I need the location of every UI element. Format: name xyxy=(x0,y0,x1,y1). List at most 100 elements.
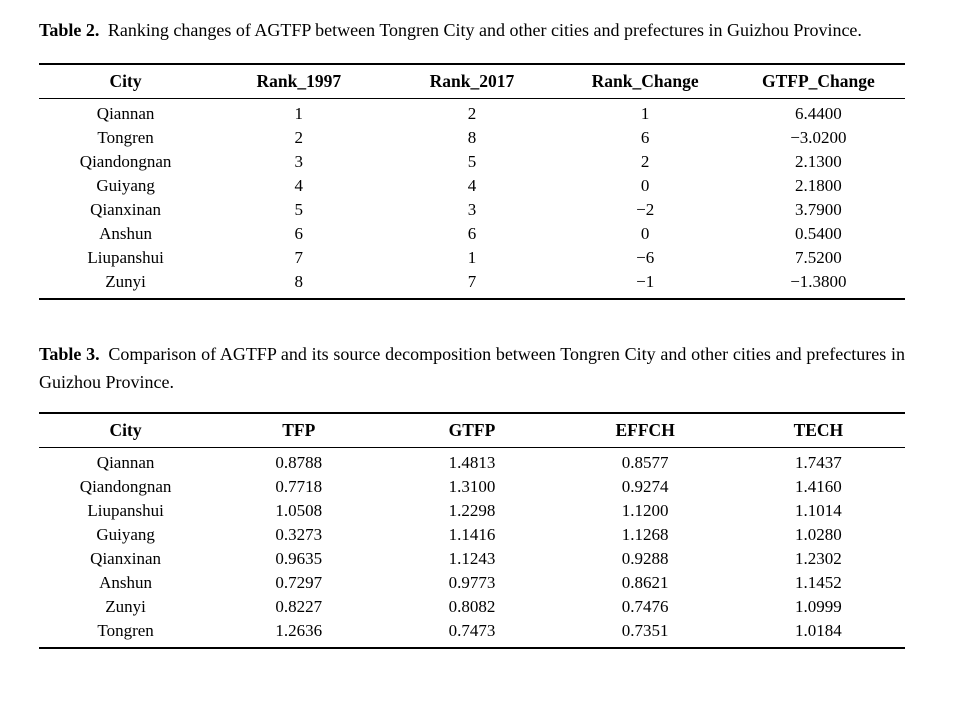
table2-caption-label: Table 2. xyxy=(39,20,100,40)
table2-column-header: Rank_2017 xyxy=(385,64,559,99)
table2-caption-text: Ranking changes of AGTFP between Tongren… xyxy=(107,20,862,40)
table2-header-row: City Rank_1997 Rank_2017 Rank_Change GTFP_Ch… xyxy=(39,64,905,99)
city-cell: Tongren xyxy=(97,128,154,147)
city-cell: Qiannan xyxy=(96,453,155,472)
city-cell: Tongren xyxy=(97,621,154,640)
city-cell: Qianxinan xyxy=(90,549,161,568)
city-cell: Qiandongnan xyxy=(79,152,172,171)
table3-column-header: City xyxy=(39,413,213,448)
table-row: Tongren 1.2636 0.7473 0.7351 1.0184 xyxy=(39,619,905,648)
table3-column-header: GTFP xyxy=(385,413,559,448)
value-cell: 4 xyxy=(294,176,304,195)
city-cell: Anshun xyxy=(99,573,153,592)
value-cell: 1.4160 xyxy=(795,477,842,496)
value-cell: −6 xyxy=(636,248,655,267)
value-cell: 0.3273 xyxy=(275,525,323,544)
value-cell: 6 xyxy=(467,224,477,243)
value-cell: 1.0184 xyxy=(795,621,842,640)
value-cell: 5 xyxy=(467,152,477,171)
value-cell: 1.1268 xyxy=(621,525,669,544)
value-cell: 2 xyxy=(294,128,304,147)
table-row: Anshun 0.7297 0.9773 0.8621 1.1452 xyxy=(39,571,905,595)
value-cell: 6 xyxy=(294,224,304,243)
city-cell: Guiyang xyxy=(96,176,155,195)
value-cell: 0.8788 xyxy=(275,453,323,472)
value-cell: 0.9288 xyxy=(621,549,669,568)
table2: City Rank_1997 Rank_2017 Rank_Change GTFP_Ch… xyxy=(39,63,905,300)
value-cell: 0.9274 xyxy=(621,477,669,496)
value-cell: 0.7351 xyxy=(621,621,669,640)
value-cell: 1 xyxy=(294,104,304,123)
value-cell: 2.1800 xyxy=(795,176,842,195)
value-cell: 1.1452 xyxy=(795,573,842,592)
value-cell: 5 xyxy=(294,200,304,219)
value-cell: 7.5200 xyxy=(795,248,842,267)
value-cell: 1.1416 xyxy=(448,525,496,544)
table3-caption: Table 3. Comparison of AGTFP and its sou… xyxy=(39,340,905,396)
value-cell: 1.0280 xyxy=(795,525,842,544)
value-cell: −1 xyxy=(636,272,655,291)
value-cell: 1.4813 xyxy=(448,453,496,472)
value-cell: 2.1300 xyxy=(795,152,842,171)
value-cell: −1.3800 xyxy=(790,272,847,291)
table2-section: Table 2. Ranking changes of AGTFP betwee… xyxy=(39,16,905,300)
table-row: Tongren 2 8 6 −3.0200 xyxy=(39,126,905,150)
city-cell: Zunyi xyxy=(105,272,146,291)
value-cell: 1.1243 xyxy=(448,549,496,568)
value-cell: 7 xyxy=(294,248,304,267)
city-cell: Liupanshui xyxy=(87,501,164,520)
value-cell: 1 xyxy=(467,248,477,267)
table-row: Anshun 6 6 0 0.5400 xyxy=(39,222,905,246)
table-row: Qiannan 0.8788 1.4813 0.8577 1.7437 xyxy=(39,448,905,476)
value-cell: 0.7297 xyxy=(275,573,323,592)
value-cell: −2 xyxy=(636,200,655,219)
value-cell: 1 xyxy=(640,104,650,123)
value-cell: 0.9773 xyxy=(448,573,496,592)
table3-header-row: City TFP GTFP EFFCH TECH xyxy=(39,413,905,448)
value-cell: 3.7900 xyxy=(795,200,842,219)
table-row: Qianxinan 0.9635 1.1243 0.9288 1.2302 xyxy=(39,547,905,571)
value-cell: 1.7437 xyxy=(795,453,842,472)
value-cell: 6.4400 xyxy=(795,104,842,123)
value-cell: 8 xyxy=(467,128,477,147)
table2-column-header: Rank_1997 xyxy=(212,64,386,99)
value-cell: 0 xyxy=(640,176,650,195)
city-cell: Liupanshui xyxy=(87,248,164,267)
value-cell: 0.9635 xyxy=(275,549,323,568)
value-cell: −3.0200 xyxy=(790,128,847,147)
table-row: Liupanshui 1.0508 1.2298 1.1200 1.1014 xyxy=(39,499,905,523)
value-cell: 0 xyxy=(640,224,650,243)
table-row: Qiandongnan 3 5 2 2.1300 xyxy=(39,150,905,174)
table3-caption-label: Table 3. xyxy=(39,344,100,364)
value-cell: 0.8621 xyxy=(621,573,669,592)
table-row: Guiyang 0.3273 1.1416 1.1268 1.0280 xyxy=(39,523,905,547)
table-row: Guiyang 4 4 0 2.1800 xyxy=(39,174,905,198)
value-cell: 1.3100 xyxy=(448,477,496,496)
table2-column-header: Rank_Change xyxy=(558,64,732,99)
value-cell: 2 xyxy=(640,152,650,171)
city-cell: Anshun xyxy=(99,224,153,243)
table2-column-header: GTFP_Change xyxy=(731,64,905,99)
value-cell: 1.2636 xyxy=(275,621,323,640)
table3-section: Table 3. Comparison of AGTFP and its sou… xyxy=(39,340,905,649)
table3: City TFP GTFP EFFCH TECH Qiannan 0.8788 1.4813… xyxy=(39,412,905,649)
value-cell: 1.0508 xyxy=(275,501,323,520)
city-cell: Qiannan xyxy=(96,104,155,123)
table2-body: Qiannan 1 2 1 6.4400 Tongren 2 8 6 −3.0200 Qiandon… xyxy=(39,99,905,300)
value-cell: 1.2302 xyxy=(795,549,842,568)
value-cell: 0.7473 xyxy=(448,621,496,640)
value-cell: 3 xyxy=(294,152,304,171)
table3-column-header: EFFCH xyxy=(558,413,732,448)
value-cell: 6 xyxy=(640,128,650,147)
value-cell: 0.8227 xyxy=(275,597,323,616)
value-cell: 1.2298 xyxy=(448,501,496,520)
table-row: Qianxinan 5 3 −2 3.7900 xyxy=(39,198,905,222)
table-row: Zunyi 8 7 −1 −1.3800 xyxy=(39,270,905,299)
value-cell: 4 xyxy=(467,176,477,195)
table3-body: Qiannan 0.8788 1.4813 0.8577 1.7437 Qiandongn… xyxy=(39,448,905,649)
table3-column-header: TECH xyxy=(731,413,905,448)
value-cell: 0.5400 xyxy=(795,224,842,243)
city-cell: Qianxinan xyxy=(90,200,161,219)
value-cell: 3 xyxy=(467,200,477,219)
